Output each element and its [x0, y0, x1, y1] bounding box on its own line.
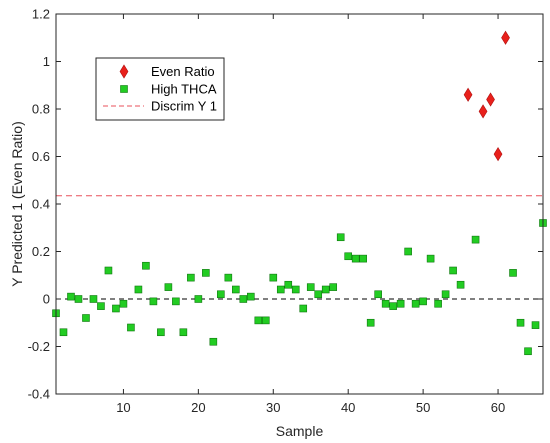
high-thca-point-56 — [509, 269, 517, 277]
x-tick-label: 50 — [416, 400, 430, 415]
high-thca-point-7 — [104, 266, 113, 275]
y-tick-label: 1 — [43, 54, 50, 69]
high-thca-point-38 — [336, 233, 345, 242]
high-thca-point-57 — [516, 318, 525, 327]
y-tick-label: -0.2 — [28, 339, 50, 354]
high-thca-point-12 — [142, 261, 150, 270]
x-tick-label: 60 — [491, 400, 505, 415]
high-thca-point-45 — [389, 302, 397, 310]
high-thca-point-34 — [306, 283, 315, 291]
high-thca-point-8 — [112, 304, 120, 313]
high-thca-point-54 — [456, 280, 465, 289]
high-thca-point-9 — [119, 299, 128, 308]
high-thca-point-39 — [344, 252, 353, 261]
x-axis-label: Sample — [276, 423, 324, 439]
high-thca-point-5 — [89, 295, 98, 303]
y-axis-label: Y Predicted 1 (Even Ratio) — [9, 121, 25, 287]
high-thca-point-18 — [187, 273, 195, 282]
high-thca-point-55 — [471, 235, 480, 244]
legend-box — [95, 57, 225, 121]
high-thca-point-59 — [531, 321, 540, 329]
high-thca-point-36 — [321, 285, 330, 294]
y-tick-label: 0 — [43, 292, 50, 307]
high-thca-point-15 — [164, 283, 173, 291]
high-thca-point-41 — [359, 254, 367, 263]
high-thca-point-20 — [202, 269, 210, 277]
legend-marker-high-thca — [120, 85, 128, 93]
legend-label-high-thca: High THCA — [151, 82, 217, 97]
x-tick-label: 20 — [191, 400, 205, 415]
legend: Even Ratio High THCA Discrim Y 1 — [95, 57, 225, 121]
high-thca-point-40 — [351, 254, 360, 263]
high-thca-point-23 — [224, 273, 233, 282]
high-thca-point-30 — [276, 285, 285, 294]
high-thca-point-16 — [172, 297, 180, 306]
high-thca-point-52 — [441, 290, 450, 299]
high-thca-point-27 — [254, 316, 263, 325]
high-thca-point-14 — [157, 328, 165, 337]
high-thca-point-21 — [209, 337, 218, 346]
high-thca-point-35 — [314, 290, 323, 299]
high-thca-point-32 — [291, 285, 300, 294]
x-tick-label: 30 — [266, 400, 280, 415]
high-thca-point-17 — [179, 328, 188, 337]
high-thca-point-44 — [381, 299, 390, 308]
legend-label-even-ratio: Even Ratio — [151, 64, 215, 79]
even-ratio-point-2 — [486, 92, 495, 107]
high-thca-point-37 — [329, 283, 338, 291]
even-ratio-point-0 — [463, 87, 473, 102]
y-tick-label: -0.4 — [28, 387, 50, 402]
high-thca-point-42 — [366, 318, 375, 327]
y-tick-label: 0.4 — [32, 197, 50, 212]
high-thca-point-31 — [284, 280, 293, 289]
high-thca-point-29 — [269, 273, 278, 282]
high-thca-point-51 — [434, 299, 442, 308]
high-thca-point-28 — [261, 316, 270, 325]
high-thca-point-2 — [67, 292, 75, 301]
high-thca-point-48 — [411, 299, 420, 308]
high-thca-point-49 — [419, 297, 427, 306]
high-thca-point-4 — [82, 314, 90, 322]
high-thca-point-6 — [97, 302, 105, 310]
axis-ticks: 10 20 30 40 50 60 -0.4 -0.2 0 0.2 0.4 0.6 0.8 1 1.2 — [28, 7, 543, 415]
high-thca-point-50 — [426, 254, 435, 263]
high-thca-point-3 — [74, 295, 83, 303]
high-thca-point-46 — [396, 299, 405, 308]
high-thca-point-1 — [59, 328, 68, 337]
even-ratio-point-1 — [478, 104, 488, 119]
high-thca-point-22 — [217, 290, 225, 299]
y-tick-label: 0.2 — [32, 244, 50, 259]
high-thca-point-47 — [404, 247, 412, 256]
high-thca-point-11 — [134, 285, 143, 294]
even-ratio-point-3 — [493, 147, 503, 162]
legend-label-discrim: Discrim Y 1 — [151, 99, 217, 114]
high-thca-point-53 — [449, 266, 457, 275]
high-thca-point-26 — [247, 292, 255, 301]
x-tick-label: 10 — [116, 400, 130, 415]
y-tick-label: 0.8 — [32, 102, 50, 117]
high-thca-point-33 — [299, 304, 308, 313]
high-thca-point-19 — [194, 295, 203, 303]
high-thca-point-10 — [127, 323, 135, 332]
x-tick-label: 40 — [341, 400, 355, 415]
high-thca-point-13 — [149, 297, 158, 306]
high-thca-point-58 — [524, 347, 532, 356]
high-thca-point-43 — [374, 290, 382, 299]
high-thca-point-25 — [239, 295, 248, 303]
y-tick-label: 0.6 — [32, 149, 50, 164]
reference-lines — [56, 195, 543, 300]
legend-marker-even-ratio — [119, 64, 129, 79]
high-thca-point-24 — [232, 285, 240, 294]
even-ratio-point-4 — [501, 30, 510, 45]
y-tick-label: 1.2 — [32, 7, 50, 22]
